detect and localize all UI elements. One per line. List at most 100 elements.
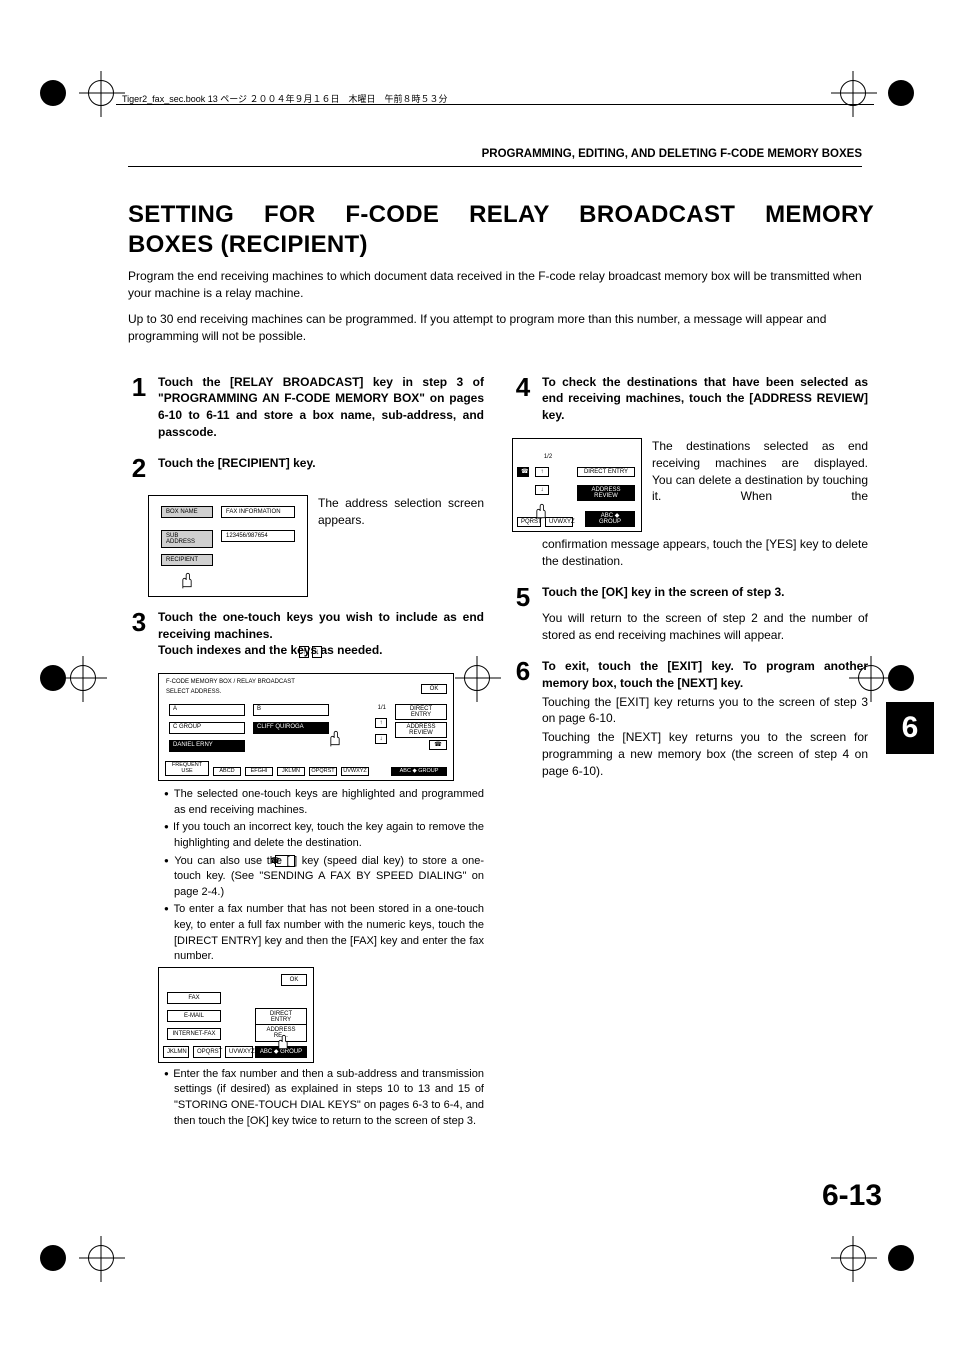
reg-mark-top-left-solid bbox=[40, 80, 66, 106]
running-rule bbox=[128, 166, 862, 167]
s3b-ok[interactable]: OK bbox=[281, 974, 307, 986]
s3-title: F-CODE MEMORY BOX / RELAY BROADCAST bbox=[163, 678, 298, 686]
reg-mark-top-right bbox=[840, 80, 866, 106]
s3-page: 1/1 bbox=[375, 704, 389, 712]
s4-direct-entry[interactable]: DIRECT ENTRY bbox=[577, 467, 635, 477]
s3b-fax[interactable]: FAX bbox=[167, 992, 221, 1004]
print-meta: Tiger2_fax_sec.book 13 ページ ２００４年９月１６日 木曜… bbox=[122, 92, 448, 105]
reg-mark-bot-left-solid bbox=[40, 1245, 66, 1271]
step-6-body2: Touching the [NEXT] key returns you to t… bbox=[542, 729, 868, 779]
s3b-tab-2[interactable]: OPQRST bbox=[193, 1046, 221, 1058]
s3-tab-jklmn[interactable]: JKLMN bbox=[277, 767, 305, 777]
s3-tab-opqrst[interactable]: OPQRST bbox=[309, 767, 337, 777]
bullet-3: You can also use the [ ] key (speed dial… bbox=[164, 854, 484, 901]
s4-page: 1/2 bbox=[539, 453, 557, 461]
hand-pointer-icon bbox=[531, 501, 551, 521]
up-arrow-key[interactable]: ↑ bbox=[299, 646, 309, 658]
s1-recipient-button[interactable]: RECIPIENT bbox=[161, 554, 213, 566]
step-3-bullets: The selected one-touch keys are highligh… bbox=[164, 787, 484, 965]
step-number: 5 bbox=[512, 584, 534, 644]
running-head: PROGRAMMING, EDITING, AND DELETING F-COD… bbox=[482, 148, 862, 160]
step-2-caption: The address selection screen appears. bbox=[318, 495, 484, 529]
s3-tab-uvwxyz[interactable]: UVWXYZ bbox=[341, 767, 369, 777]
step-number: 6 bbox=[512, 658, 534, 780]
s3b-tab-1[interactable]: JKLMN bbox=[163, 1046, 189, 1058]
reg-mark-bot-right-solid bbox=[888, 1245, 914, 1271]
step-6-head: To exit, touch the [EXIT] key. To progra… bbox=[542, 658, 868, 692]
step-3-sub: Touch indexes and the keys as needed. ↑ … bbox=[158, 642, 484, 659]
screenshot-step3b: OK FAX E-MAIL INTERNET-FAX DIRECT ENTRY … bbox=[158, 967, 314, 1063]
step-1: 1 Touch the [RELAY BROADCAST] key in ste… bbox=[128, 374, 484, 441]
bullet-2: If you touch an incorrect key, touch the… bbox=[164, 820, 484, 851]
s3-speed-dial-icon[interactable]: ☎ bbox=[429, 740, 447, 750]
step-number: 2 bbox=[128, 455, 150, 481]
s3-address-review[interactable]: ADDRESS REVIEW bbox=[395, 722, 447, 738]
intro-paragraph-2: Up to 30 end receiving machines can be p… bbox=[128, 311, 874, 346]
s3-tab-freq[interactable]: FREQUENT USE bbox=[165, 761, 209, 776]
s3b-ifax[interactable]: INTERNET-FAX bbox=[167, 1028, 221, 1040]
s3b-tab-3[interactable]: UVWXYZ bbox=[225, 1046, 253, 1058]
step-2-head: Touch the [RECIPIENT] key. bbox=[158, 455, 484, 472]
s3-up-arrow[interactable]: ↑ bbox=[375, 718, 387, 728]
step-4-caption: The destinations selected as end receivi… bbox=[652, 438, 868, 505]
s3-abc-group[interactable]: ABC ◆ GROUP bbox=[391, 767, 447, 777]
s4-up[interactable]: ↑ bbox=[535, 467, 549, 477]
down-arrow-key[interactable]: ↓ bbox=[312, 646, 322, 658]
screenshot-step4: 1/2 ↑ ↓ DIRECT ENTRY ADDRESS REVIEW PQRS… bbox=[512, 438, 642, 532]
chapter-tab: 6 bbox=[886, 702, 934, 754]
page-title-line2: BOXES (RECIPIENT) bbox=[128, 230, 874, 260]
right-column: 4 To check the destinations that have be… bbox=[512, 374, 868, 1132]
step-4-tail: confirmation message appears, touch the … bbox=[542, 536, 868, 570]
reg-mark-mid-right-solid bbox=[888, 665, 914, 691]
bullet-after: Enter the fax number and then a sub-addr… bbox=[164, 1067, 484, 1129]
hand-pointer-icon bbox=[273, 1032, 293, 1052]
step-1-head: Touch the [RELAY BROADCAST] key in step … bbox=[158, 374, 484, 441]
s3-key-a[interactable]: A bbox=[169, 704, 245, 716]
s1-sub-addr-label: SUB ADDRESS bbox=[161, 530, 213, 548]
content-area: SETTING FOR F-CODE RELAY BROADCAST MEMOR… bbox=[128, 200, 874, 1131]
s1-fax-info: FAX INFORMATION bbox=[221, 506, 295, 518]
step-number: 4 bbox=[512, 374, 534, 424]
step-number: 1 bbox=[128, 374, 150, 441]
s3-key-b[interactable]: B bbox=[253, 704, 329, 716]
step-3-head: Touch the one-touch keys you wish to inc… bbox=[158, 609, 484, 643]
s1-sub-addr-value: 123456/987654 bbox=[221, 530, 295, 542]
s3-key-c[interactable]: C GROUP bbox=[169, 722, 245, 734]
s3-subtitle: SELECT ADDRESS. bbox=[163, 688, 224, 696]
s4-down[interactable]: ↓ bbox=[535, 485, 549, 495]
step-2: 2 Touch the [RECIPIENT] key. bbox=[128, 455, 484, 481]
bullet-1: The selected one-touch keys are highligh… bbox=[164, 787, 484, 818]
step-4: 4 To check the destinations that have be… bbox=[512, 374, 868, 424]
s3-tab-abcd[interactable]: ABCD bbox=[213, 767, 241, 777]
step-number: 3 bbox=[128, 609, 150, 659]
step-3-bullet-after: Enter the fax number and then a sub-addr… bbox=[164, 1067, 484, 1129]
s4-phone-icon: ☎ bbox=[517, 467, 529, 477]
step-5-body: You will return to the screen of step 2 … bbox=[542, 610, 868, 644]
step-5: 5 Touch the [OK] key in the screen of st… bbox=[512, 584, 868, 644]
hand-pointer-icon bbox=[177, 570, 197, 590]
s3b-email[interactable]: E-MAIL bbox=[167, 1010, 221, 1022]
reg-mark-bot-right bbox=[840, 1245, 866, 1271]
screenshot-step2: BOX NAME FAX INFORMATION SUB ADDRESS 123… bbox=[148, 495, 308, 597]
s4-address-review[interactable]: ADDRESS REVIEW bbox=[577, 485, 635, 501]
page-number: 6-13 bbox=[822, 1179, 882, 1213]
bullet-4: To enter a fax number that has not been … bbox=[164, 902, 484, 964]
s3-ok-button[interactable]: OK bbox=[421, 684, 447, 694]
step-5-head: Touch the [OK] key in the screen of step… bbox=[542, 584, 868, 601]
page-title: SETTING FOR F-CODE RELAY BROADCAST MEMOR… bbox=[128, 200, 874, 260]
s3-key-e[interactable]: DANIEL ERNY bbox=[169, 740, 245, 752]
s3-key-d[interactable]: CLIFF QUIROGA bbox=[253, 722, 329, 734]
s4-abc-group[interactable]: ABC ◆ GROUP bbox=[585, 511, 635, 527]
left-column: 1 Touch the [RELAY BROADCAST] key in ste… bbox=[128, 374, 484, 1132]
step-4-head: To check the destinations that have been… bbox=[542, 374, 868, 424]
s3-direct-entry[interactable]: DIRECT ENTRY bbox=[395, 704, 447, 720]
step-3-sub-text: Touch indexes and the keys as needed. bbox=[158, 643, 383, 657]
hand-pointer-icon bbox=[325, 728, 345, 748]
step-6: 6 To exit, touch the [EXIT] key. To prog… bbox=[512, 658, 868, 780]
reg-mark-top-right-solid bbox=[888, 80, 914, 106]
s3-down-arrow[interactable]: ↓ bbox=[375, 734, 387, 744]
intro-paragraph-1: Program the end receiving machines to wh… bbox=[128, 268, 874, 303]
screenshot-step3: F-CODE MEMORY BOX / RELAY BROADCAST SELE… bbox=[158, 673, 454, 781]
step-6-body1: Touching the [EXIT] key returns you to t… bbox=[542, 694, 868, 728]
s3-tab-efghi[interactable]: EFGHI bbox=[245, 767, 273, 777]
